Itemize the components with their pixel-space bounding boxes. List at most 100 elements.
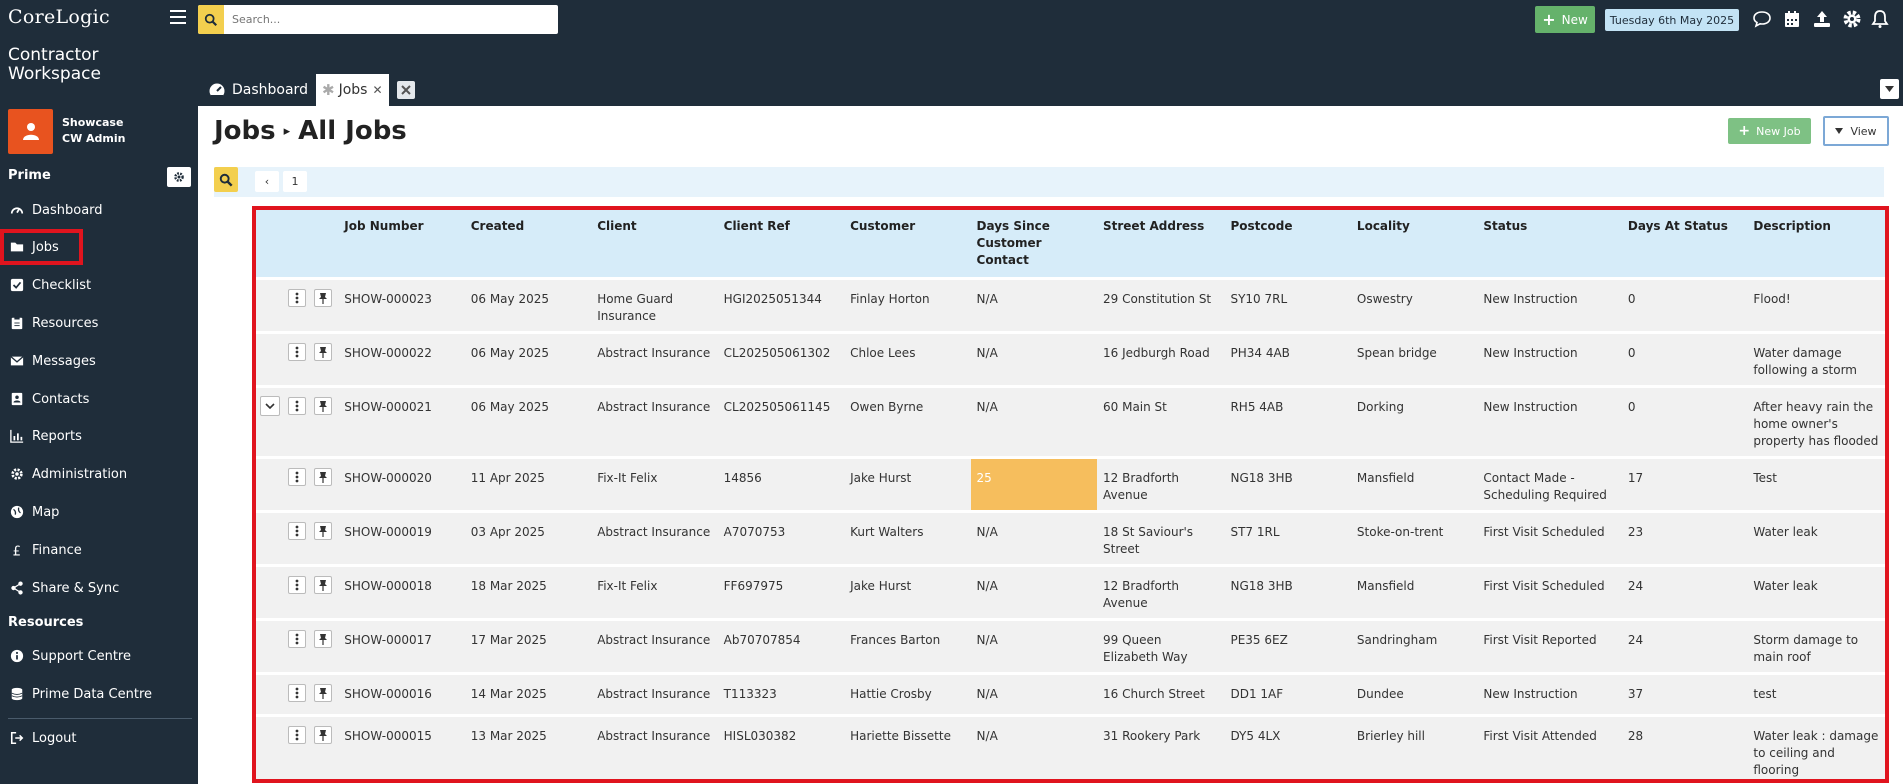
cell-job-number[interactable]: SHOW-000016 <box>338 675 465 717</box>
chat-bubble-icon[interactable] <box>1752 9 1772 29</box>
row-actions-button[interactable] <box>288 289 307 307</box>
header-days-at-status[interactable]: Days At Status <box>1621 210 1748 280</box>
table-row[interactable]: SHOW-000022 06 May 2025 Abstract Insurance… <box>256 334 1885 388</box>
cell-description: After heavy rain the home owner's proper… <box>1747 388 1885 459</box>
tab-jobs[interactable]: ✱ Jobs ✕ <box>316 74 389 106</box>
cell-actions <box>282 280 311 334</box>
pin-row-button[interactable] <box>314 468 333 486</box>
pin-icon <box>319 347 328 358</box>
cell-customer: Hariette Bissette <box>844 717 971 779</box>
header-street-address[interactable]: Street Address <box>1097 210 1225 280</box>
pin-row-button[interactable] <box>314 726 333 744</box>
new-button[interactable]: + New <box>1535 6 1595 33</box>
page-title-main: Jobs <box>214 116 276 146</box>
row-actions-button[interactable] <box>288 343 307 361</box>
cell-job-number[interactable]: SHOW-000019 <box>338 513 465 567</box>
sidebar-item-prime-data-centre[interactable]: Prime Data Centre <box>0 679 198 709</box>
close-all-tabs-button[interactable] <box>397 81 415 99</box>
cell-days-since-contact: 25 <box>970 459 1097 513</box>
search-input[interactable] <box>232 13 552 26</box>
sidebar-item-reports[interactable]: Reports <box>0 421 198 451</box>
sidebar-item-support-centre[interactable]: Support Centre <box>0 641 198 671</box>
hamburger-menu-icon[interactable] <box>170 10 186 24</box>
cell-description: Water leak : damage to ceiling and floor… <box>1747 717 1885 779</box>
header-job-number[interactable]: Job Number <box>338 210 465 280</box>
pin-row-button[interactable] <box>314 289 333 307</box>
tab-close-icon[interactable]: ✕ <box>372 83 383 97</box>
table-row[interactable]: SHOW-000017 17 Mar 2025 Abstract Insurance… <box>256 621 1885 675</box>
settings-gear-icon[interactable] <box>1842 9 1862 29</box>
cell-job-number[interactable]: SHOW-000022 <box>338 334 465 388</box>
cell-job-number[interactable]: SHOW-000017 <box>338 621 465 675</box>
row-actions-button[interactable] <box>288 397 307 415</box>
close-icon <box>401 85 411 95</box>
pager-page-button[interactable]: 1 <box>283 171 307 192</box>
table-row[interactable]: SHOW-000020 11 Apr 2025 Fix-It Felix 14856 J… <box>256 459 1885 513</box>
cell-days-since-contact: N/A <box>970 717 1097 779</box>
pin-row-button[interactable] <box>314 397 333 415</box>
header-locality[interactable]: Locality <box>1350 210 1478 280</box>
row-actions-button[interactable] <box>288 522 307 540</box>
upload-icon[interactable] <box>1812 9 1832 29</box>
header-status[interactable]: Status <box>1477 210 1622 280</box>
row-actions-button[interactable] <box>288 468 307 486</box>
sidebar-item-map[interactable]: Map <box>0 497 198 527</box>
table-row[interactable]: SHOW-000021 06 May 2025 Abstract Insurance… <box>256 388 1885 459</box>
pin-row-button[interactable] <box>314 522 333 540</box>
sidebar-item-jobs[interactable]: Jobs <box>0 229 83 265</box>
user-org: Showcase <box>62 116 124 129</box>
header-customer[interactable]: Customer <box>844 210 971 280</box>
table-row[interactable]: SHOW-000023 06 May 2025 Home Guard Insuran… <box>256 280 1885 334</box>
sidebar-item-finance[interactable]: £ Finance <box>0 535 198 565</box>
cell-description: Water damage following a storm <box>1747 334 1885 388</box>
row-actions-button[interactable] <box>288 576 307 594</box>
pin-row-button[interactable] <box>314 630 333 648</box>
header-description[interactable]: Description <box>1747 210 1885 280</box>
table-row[interactable]: SHOW-000015 13 Mar 2025 Abstract Insurance… <box>256 717 1885 779</box>
header-client[interactable]: Client <box>591 210 718 280</box>
table-row[interactable]: SHOW-000016 14 Mar 2025 Abstract Insurance… <box>256 675 1885 717</box>
table-row[interactable]: SHOW-000018 18 Mar 2025 Fix-It Felix FF6979… <box>256 567 1885 621</box>
header-created[interactable]: Created <box>464 210 592 280</box>
user-profile[interactable]: Showcase CW Admin <box>8 108 193 154</box>
tabs-dropdown-button[interactable] <box>1880 79 1899 99</box>
table-search-button[interactable] <box>214 167 238 192</box>
pin-row-button[interactable] <box>314 684 333 702</box>
sidebar-item-checklist[interactable]: Checklist <box>0 270 198 300</box>
pin-row-button[interactable] <box>314 343 333 361</box>
bell-icon[interactable] <box>1870 9 1890 29</box>
calendar-icon[interactable] <box>1782 9 1802 29</box>
view-button[interactable]: View <box>1823 116 1889 146</box>
row-actions-button[interactable] <box>288 726 307 744</box>
pin-row-button[interactable] <box>314 576 333 594</box>
row-actions-button[interactable] <box>288 684 307 702</box>
cell-job-number[interactable]: SHOW-000021 <box>338 388 465 459</box>
new-job-button[interactable]: + New Job <box>1728 118 1811 144</box>
header-client-ref[interactable]: Client Ref <box>717 210 845 280</box>
cell-job-number[interactable]: SHOW-000023 <box>338 280 465 334</box>
header-postcode[interactable]: Postcode <box>1224 210 1351 280</box>
logout-button[interactable]: Logout <box>0 723 198 753</box>
cell-job-number[interactable]: SHOW-000020 <box>338 459 465 513</box>
cell-street-address: 29 Constitution St <box>1097 280 1225 334</box>
sidebar-item-messages[interactable]: Messages <box>0 346 198 376</box>
tab-dashboard[interactable]: Dashboard <box>208 74 308 106</box>
sidebar-item-dashboard[interactable]: Dashboard <box>0 195 198 225</box>
search-icon <box>204 13 218 26</box>
cell-days-since-contact: N/A <box>970 621 1097 675</box>
search-button[interactable] <box>198 5 224 34</box>
cell-job-number[interactable]: SHOW-000018 <box>338 567 465 621</box>
sidebar-item-administration[interactable]: Administration <box>0 459 198 489</box>
table-row[interactable]: SHOW-000019 03 Apr 2025 Abstract Insurance… <box>256 513 1885 567</box>
cell-job-number[interactable]: SHOW-000015 <box>338 717 465 779</box>
sidebar-settings-button[interactable] <box>167 167 191 187</box>
sidebar-item-resources[interactable]: Resources <box>0 308 198 338</box>
cell-customer: Finlay Horton <box>844 280 971 334</box>
sidebar-item-share-sync[interactable]: Share & Sync <box>0 573 198 603</box>
row-actions-button[interactable] <box>288 630 307 648</box>
pager-previous-button[interactable]: ‹ <box>255 171 279 192</box>
header-days-since-contact[interactable]: Days Since Customer Contact <box>970 210 1097 280</box>
expand-row-button[interactable] <box>260 396 280 416</box>
sidebar-item-contacts[interactable]: Contacts <box>0 384 198 414</box>
cell-created: 14 Mar 2025 <box>464 675 592 717</box>
